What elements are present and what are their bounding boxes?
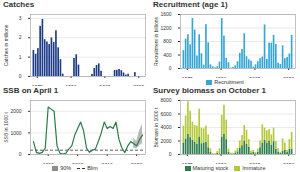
svg-text:2020: 2020 <box>133 84 144 86</box>
html-text:Recruitment (age 1): Recruitment (age 1) <box>153 0 228 9</box>
svg-text:2005: 2005 <box>249 76 260 78</box>
svg-text:2005: 2005 <box>249 162 260 164</box>
svg-text:Recruitment in billions: Recruitment in billions <box>153 17 159 66</box>
html-text:Maturing stock: Maturing stock <box>192 165 229 171</box>
svg-text:0: 0 <box>19 151 22 157</box>
svg-text:2: 2 <box>19 34 22 40</box>
svg-text:Biomass in 1000 t: Biomass in 1000 t <box>153 107 159 147</box>
html-text:Blim: Blim <box>87 165 98 171</box>
svg-text:1: 1 <box>19 54 22 60</box>
html-text:Catches: Catches <box>3 0 35 9</box>
svg-text:2005: 2005 <box>99 84 110 86</box>
svg-text:6000: 6000 <box>160 111 171 117</box>
svg-text:4000: 4000 <box>160 124 171 130</box>
html-text:Survey biomass on October 1: Survey biomass on October 1 <box>153 86 266 95</box>
svg-text:1975: 1975 <box>32 84 43 86</box>
svg-text:1990: 1990 <box>216 76 227 78</box>
svg-text:1000: 1000 <box>10 130 21 136</box>
svg-text:3: 3 <box>19 15 22 21</box>
svg-text:0: 0 <box>169 65 172 71</box>
svg-text:1990: 1990 <box>43 162 54 164</box>
html-text:90%: 90% <box>60 165 72 171</box>
svg-text:Catches in millions: Catches in millions <box>3 24 9 66</box>
svg-text:2000: 2000 <box>72 162 83 164</box>
svg-text:400: 400 <box>163 52 172 58</box>
svg-text:2000: 2000 <box>10 108 21 114</box>
svg-text:8000: 8000 <box>160 97 171 103</box>
svg-text:1975: 1975 <box>182 76 193 78</box>
svg-text:1975: 1975 <box>182 162 193 164</box>
html-text:Immature: Immature <box>242 165 266 171</box>
svg-text:2020: 2020 <box>283 76 294 78</box>
svg-text:SSB in 1000 t: SSB in 1000 t <box>3 112 9 143</box>
svg-text:0: 0 <box>169 151 172 157</box>
svg-text:1990: 1990 <box>66 84 77 86</box>
svg-text:800: 800 <box>163 38 172 44</box>
html-text:SSB on April 1: SSB on April 1 <box>3 86 59 95</box>
svg-text:1200: 1200 <box>160 25 171 31</box>
svg-text:1990: 1990 <box>216 162 227 164</box>
svg-text:2020: 2020 <box>283 162 294 164</box>
html-text:Recruitment: Recruitment <box>214 79 244 85</box>
svg-text:2020: 2020 <box>131 162 142 164</box>
svg-text:2000: 2000 <box>160 138 171 144</box>
svg-text:1600: 1600 <box>160 11 171 17</box>
svg-text:2010: 2010 <box>102 162 113 164</box>
svg-text:0: 0 <box>19 73 22 79</box>
